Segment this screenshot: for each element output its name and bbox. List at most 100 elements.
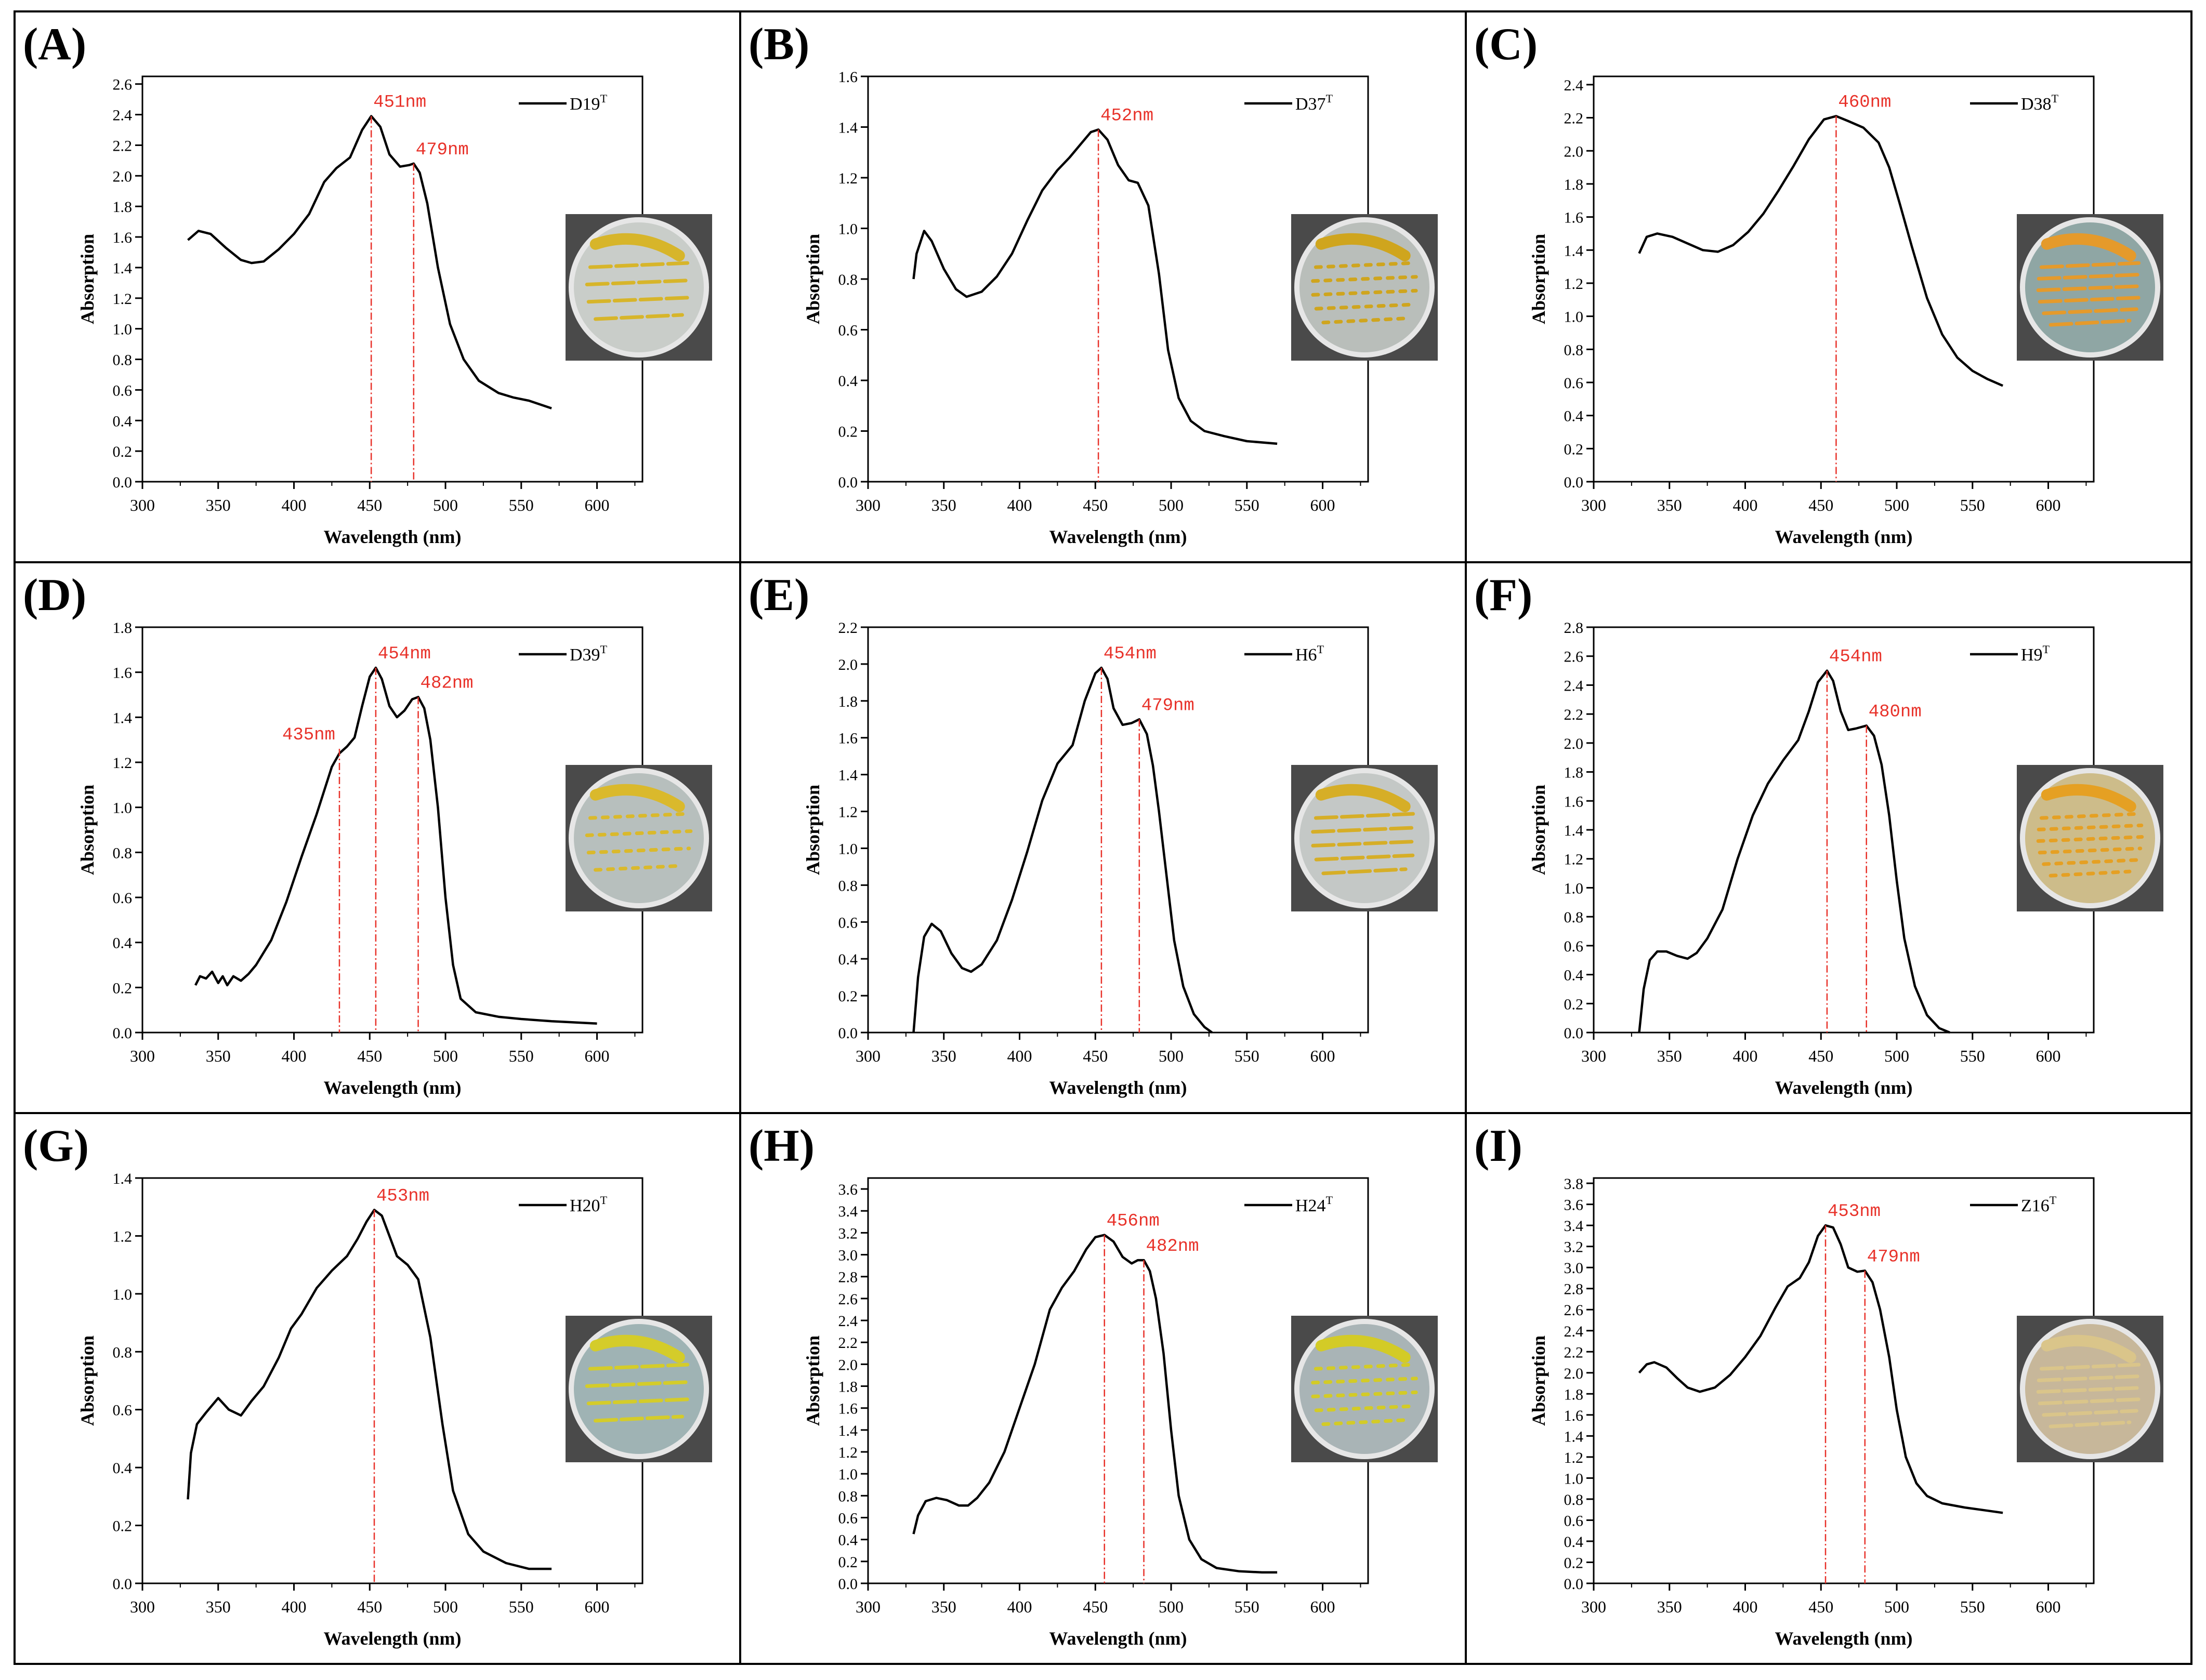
y-tick-label: 1.6 xyxy=(113,665,133,682)
x-tick-label: 550 xyxy=(1960,1047,1985,1065)
x-tick-label: 500 xyxy=(433,1597,458,1616)
x-axis-label: Wavelength (nm) xyxy=(1775,1628,1913,1649)
y-tick-label: 1.2 xyxy=(1564,275,1584,293)
y-tick-label: 1.6 xyxy=(1564,209,1584,227)
peak-label: 435nm xyxy=(282,725,335,745)
colony-streak xyxy=(588,261,690,269)
colony-plate-photo xyxy=(566,765,712,911)
y-tick-label: 2.4 xyxy=(113,107,133,124)
peak-label: 482nm xyxy=(1146,1237,1199,1256)
y-tick-label: 0.2 xyxy=(113,980,133,997)
x-tick-label: 550 xyxy=(1960,496,1985,514)
colony-streak xyxy=(594,1414,684,1423)
chart-panel: (G) 300 350 400 450 500 550 600 0.0 0.2 0.4 0.6 0.8 1… xyxy=(23,1121,712,1649)
colony-streak xyxy=(2042,1409,2138,1417)
y-tick-label: 2.2 xyxy=(838,1334,858,1352)
x-tick-label: 350 xyxy=(931,1597,956,1616)
x-tick-label: 600 xyxy=(2036,1047,2061,1065)
y-tick-label: 0.6 xyxy=(838,1510,858,1527)
chart-panel: (B) 300 350 400 450 500 550 600 0.0 0.2 0.4 0.6 0.8 1… xyxy=(749,19,1438,547)
y-tick-label: 0.6 xyxy=(113,382,133,399)
panel-label: (B) xyxy=(749,19,809,70)
y-tick-label: 0.8 xyxy=(838,877,858,894)
series-line xyxy=(912,1234,1278,1574)
x-tick-label: 500 xyxy=(1884,496,1909,514)
y-axis-label: Absorption xyxy=(1528,1335,1549,1426)
y-tick-label: 1.4 xyxy=(113,1170,133,1187)
y-tick-label: 0.0 xyxy=(1564,1025,1584,1042)
colony-streak xyxy=(1311,826,1418,834)
y-tick-label: 0.0 xyxy=(113,474,133,491)
colony-streak xyxy=(588,1362,690,1371)
y-tick-label: 0.0 xyxy=(113,1576,133,1593)
y-tick-label: 2.6 xyxy=(1564,649,1584,666)
colony-streak xyxy=(1321,1418,1408,1426)
colony-streak xyxy=(1314,261,1415,269)
x-tick-label: 350 xyxy=(206,496,231,514)
chart-panel: (H) 300 350 400 450 500 550 600 0.0 0.2 0.4 0.6 0.8 1… xyxy=(749,1121,1438,1649)
y-tick-label: 1.0 xyxy=(838,1466,858,1483)
x-tick-label: 400 xyxy=(1007,1597,1032,1616)
legend-superscript: T xyxy=(1326,1194,1333,1207)
colony-streak xyxy=(2039,261,2141,269)
y-tick-label: 0.0 xyxy=(1564,1576,1584,1593)
y-tick-label: 1.4 xyxy=(838,767,858,784)
colony-streak xyxy=(1311,275,1418,283)
y-tick-label: 0.2 xyxy=(838,1554,858,1571)
y-tick-label: 2.0 xyxy=(838,656,858,673)
primary-streak xyxy=(2041,784,2136,812)
colony-streak xyxy=(585,829,693,837)
x-tick-label: 600 xyxy=(1310,496,1335,514)
peak-label: 456nm xyxy=(1107,1212,1160,1232)
x-axis-label: Wavelength (nm) xyxy=(324,1077,462,1098)
colony-streak xyxy=(1314,853,1415,862)
x-tick-label: 500 xyxy=(433,496,458,514)
y-tick-label: 0.4 xyxy=(1564,967,1584,984)
x-tick-label: 550 xyxy=(1235,1597,1259,1616)
peak-label: 479nm xyxy=(416,140,469,160)
y-axis-label: Absorption xyxy=(1528,785,1549,875)
x-tick-label: 400 xyxy=(1007,1047,1032,1065)
legend-entry: Z16T xyxy=(2021,1194,2057,1215)
y-tick-label: 1.4 xyxy=(1564,242,1584,259)
panel-label: (C) xyxy=(1474,19,1538,70)
x-tick-label: 300 xyxy=(130,1047,155,1065)
y-tick-label: 0.8 xyxy=(113,844,133,862)
peak-label: 480nm xyxy=(1869,702,1922,722)
series-line xyxy=(1638,115,2003,387)
colony-plate-photo xyxy=(566,1316,712,1462)
x-tick-label: 450 xyxy=(1083,1047,1108,1065)
y-tick-label: 3.6 xyxy=(1564,1197,1584,1214)
colony-streak xyxy=(1321,316,1408,325)
y-tick-label: 0.2 xyxy=(113,1518,133,1535)
peak-label: 460nm xyxy=(1838,92,1891,112)
legend-superscript: T xyxy=(600,643,608,656)
y-tick-label: 3.2 xyxy=(838,1225,858,1242)
legend-entry: H9T xyxy=(2021,643,2050,665)
y-tick-label: 1.0 xyxy=(838,840,858,857)
y-tick-label: 2.6 xyxy=(113,76,133,94)
y-tick-label: 3.0 xyxy=(838,1247,858,1264)
x-tick-label: 300 xyxy=(856,1597,881,1616)
series-line xyxy=(194,666,597,1025)
x-tick-label: 600 xyxy=(1310,1047,1335,1065)
y-tick-label: 2.2 xyxy=(1564,1344,1584,1361)
primary-streak xyxy=(589,1334,685,1363)
x-tick-label: 600 xyxy=(585,1047,610,1065)
y-tick-label: 0.4 xyxy=(113,413,133,430)
y-tick-label: 1.6 xyxy=(113,229,133,246)
y-tick-label: 0.8 xyxy=(113,1344,133,1361)
y-tick-label: 1.0 xyxy=(113,1286,133,1303)
x-tick-label: 450 xyxy=(1083,1597,1108,1616)
colony-streak xyxy=(2036,835,2144,843)
y-tick-label: 3.2 xyxy=(1564,1239,1584,1256)
peak-label: 454nm xyxy=(1829,647,1882,667)
y-tick-label: 1.6 xyxy=(1564,1407,1584,1424)
legend-entry: H20T xyxy=(570,1194,608,1215)
y-tick-label: 2.2 xyxy=(838,619,858,637)
x-tick-label: 500 xyxy=(1159,1047,1184,1065)
series-line xyxy=(187,1209,552,1570)
primary-streak xyxy=(1315,1334,1411,1363)
y-tick-label: 1.6 xyxy=(1564,793,1584,810)
x-axis-label: Wavelength (nm) xyxy=(324,526,462,547)
